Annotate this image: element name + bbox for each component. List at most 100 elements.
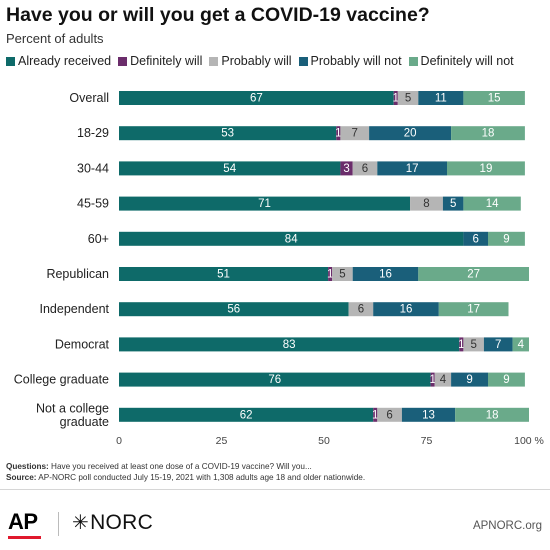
bar-18-29-probably-will-not: [369, 126, 452, 141]
logo-divider: [58, 512, 59, 536]
bar-overall-probably-will-not: [418, 91, 464, 105]
legend-item-definitely-will-not: Definitely will not: [408, 54, 514, 68]
category-label-18-29: 18-29: [77, 126, 109, 140]
bar-value-label: 6: [362, 163, 368, 175]
bar-not-a-college-graduate-already-received: [119, 407, 374, 422]
bar-60-already-received: [119, 231, 464, 246]
bar-republican-already-received: [119, 267, 329, 281]
norc-star-icon: ✳: [72, 512, 90, 534]
source-text: AP-NORC poll conducted July 15-19, 2021 …: [36, 473, 366, 482]
bar-30-44-already-received: [119, 161, 341, 176]
bar-value-label: 83: [283, 339, 296, 351]
chart-subtitle: Percent of adults: [6, 31, 104, 46]
bar-value-label: 84: [285, 233, 298, 245]
bar-overall-probably-will: [397, 91, 419, 105]
legend-swatch: [408, 56, 418, 66]
bar-value-label: 5: [470, 339, 476, 351]
x-tick-label: 50: [318, 435, 330, 447]
bar-value-label: 7: [495, 339, 501, 351]
bar-democrat-already-received: [119, 337, 460, 352]
legend-swatch: [209, 56, 219, 66]
bar-not-a-college-graduate-probably-will-not: [401, 407, 456, 422]
legend-swatch: [298, 56, 308, 66]
legend-item-already-received: Already received: [6, 54, 111, 68]
bar-value-label: 1: [429, 374, 435, 386]
legend-item-probably-will-not: Probably will not: [298, 54, 402, 68]
bar-college-graduate-definitely-will-not: [488, 372, 525, 387]
bar-value-label: 15: [488, 93, 501, 105]
bar-45-59-probably-will-not: [442, 196, 464, 211]
x-tick-label: 75: [421, 435, 433, 447]
legend-item-definitely-will: Definitely will: [118, 54, 202, 68]
bar-30-44-probably-will-not: [377, 161, 447, 176]
bar-value-label: 13: [422, 409, 435, 421]
legend-label: Definitely will: [130, 54, 203, 68]
source-label: Source:: [6, 473, 37, 482]
bar-not-a-college-graduate-definitely-will: [373, 407, 378, 422]
footer-divider: [0, 489, 550, 490]
bar-college-graduate-probably-will: [434, 372, 452, 387]
bar-overall-already-received: [119, 91, 394, 105]
bar-value-label: 9: [503, 374, 509, 386]
bar-value-label: 6: [386, 409, 392, 421]
bar-value-label: 18: [482, 128, 495, 140]
questions-note: Questions: Have you received at least on…: [6, 461, 546, 472]
bar-democrat-probably-will: [463, 337, 484, 352]
category-label-not-a-college-graduate: Not a college graduate: [36, 401, 109, 429]
bar-30-44-definitely-will: [340, 161, 353, 176]
bar-independent-probably-will: [348, 302, 374, 317]
bar-college-graduate-definitely-will: [430, 372, 435, 387]
bar-independent-probably-will-not: [373, 302, 439, 317]
bar-value-label: 9: [503, 233, 509, 245]
category-label-democrat: Democrat: [55, 337, 110, 351]
bar-not-a-college-graduate-probably-will: [377, 407, 402, 422]
bar-value-label: 1: [327, 269, 333, 281]
bar-30-44-probably-will: [352, 161, 378, 176]
questions-text: Have you received at least one dose of a…: [48, 462, 312, 471]
legend-label: Probably will not: [310, 54, 402, 68]
bar-overall-definitely-will-not: [463, 91, 525, 105]
bar-republican-probably-will: [332, 267, 353, 281]
legend-swatch: [6, 56, 15, 66]
ap-logo-underline: [8, 536, 41, 539]
category-label-45-59: 45-59: [77, 197, 109, 211]
bar-value-label: 6: [358, 304, 364, 316]
bar-value-label: 1: [393, 93, 399, 105]
x-tick-label: 25: [216, 435, 228, 447]
legend-item-probably-will: Probably will: [209, 54, 292, 68]
bar-value-label: 62: [240, 409, 253, 421]
bar-30-44-definitely-will-not: [447, 161, 525, 176]
legend: Already received Definitely will Probably …: [6, 52, 550, 70]
bar-value-label: 14: [486, 198, 499, 210]
bar-value-label: 5: [339, 269, 345, 281]
bar-value-label: 19: [480, 163, 493, 175]
bar-18-29-definitely-will: [336, 126, 341, 141]
bar-value-label: 5: [405, 93, 411, 105]
bar-18-29-definitely-will-not: [451, 126, 525, 141]
category-label-60: 60+: [88, 232, 109, 246]
bar-value-label: 67: [250, 93, 263, 105]
bar-democrat-probably-will-not: [483, 337, 513, 352]
bar-value-label: 11: [435, 93, 447, 105]
bar-value-label: 53: [221, 128, 234, 140]
bar-value-label: 5: [450, 198, 456, 210]
bar-college-graduate-already-received: [119, 372, 431, 387]
category-label-independent: Independent: [39, 302, 109, 316]
bar-value-label: 1: [335, 128, 341, 140]
site-url: APNORC.org: [472, 520, 542, 532]
x-tick-label: 0: [116, 435, 122, 447]
bar-republican-definitely-will: [328, 267, 333, 281]
questions-label: Questions:: [6, 462, 49, 471]
norc-logo-text: NORC: [90, 511, 154, 534]
bar-45-59-definitely-will-not: [463, 196, 521, 211]
category-label-overall: Overall: [69, 91, 109, 105]
bar-value-label: 54: [223, 163, 236, 175]
bar-60-definitely-will-not: [488, 231, 525, 246]
x-tick-label: 100 %: [514, 435, 544, 447]
chart-title: Have you or will you get a COVID-19 vacc…: [6, 4, 430, 26]
bar-value-label: 16: [400, 304, 413, 316]
bar-18-29-probably-will: [340, 126, 370, 141]
bar-democrat-definitely-will-not: [512, 337, 529, 352]
bar-college-graduate-probably-will-not: [451, 372, 488, 387]
